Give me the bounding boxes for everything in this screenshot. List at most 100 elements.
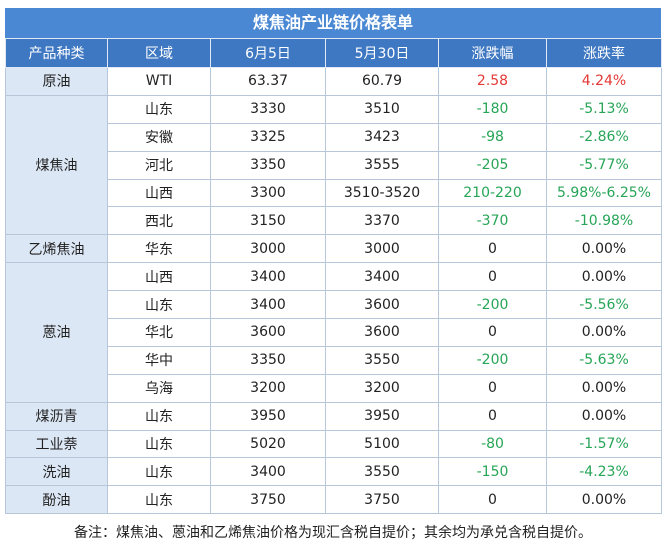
cell: 华中 xyxy=(107,345,211,375)
cell: 华北 xyxy=(107,318,211,347)
cell: -2.86% xyxy=(546,122,662,152)
cell: 山东 xyxy=(107,457,211,487)
cell: 3950 xyxy=(210,401,326,431)
cell: 华东 xyxy=(107,234,211,264)
cell: 安徽 xyxy=(107,122,211,152)
footnote: 备注：煤焦油、蒽油和乙烯焦油价格为现汇含税自提价；其余均为承兑含税自提价。 xyxy=(74,525,592,541)
cell: 西北 xyxy=(107,206,211,236)
cell: 3325 xyxy=(210,122,326,152)
cell: 5.98%-6.25% xyxy=(546,178,662,208)
cell: 3600 xyxy=(210,318,326,347)
price-table: 产品种类 区域 6月5日 5月30日 涨跌幅 涨跌率 原油 WTI 63.37 60.79 2.5… xyxy=(5,38,662,515)
cell: 0 xyxy=(438,234,547,264)
cell: 山东 xyxy=(107,429,211,459)
cell: 0 xyxy=(438,262,547,292)
cell: 3200 xyxy=(325,373,439,403)
cell: 山东 xyxy=(107,94,211,124)
cell: 3423 xyxy=(325,122,439,152)
cell: 0 xyxy=(438,318,547,347)
row: 煤沥青 山东 3950 3950 0 0.00% xyxy=(5,401,662,431)
row: 蒽油 山西 3400 3400 0 0.00% xyxy=(5,262,662,403)
cell: 3400 xyxy=(325,262,439,292)
column-header: 涨跌率 xyxy=(546,38,662,68)
cell: 山西 xyxy=(107,262,211,292)
cell: -80 xyxy=(438,429,547,459)
cell: 210-220 xyxy=(438,178,547,208)
cell: 3150 xyxy=(210,206,326,236)
cell: 5100 xyxy=(325,429,439,459)
cell: 3600 xyxy=(325,290,439,320)
cell: 山东 xyxy=(107,401,211,431)
cell: 0 xyxy=(438,373,547,403)
row: 酚油 山东 3750 3750 0 0.00% xyxy=(5,485,662,515)
cell: 5020 xyxy=(210,429,326,459)
row: 山西 3300 3510-3520 210-220 5.98%-6.25% xyxy=(6,178,662,208)
cell: 3750 xyxy=(210,485,326,515)
cell: 3370 xyxy=(325,206,439,236)
row: 乙烯焦油 华东 3000 3000 0 0.00% xyxy=(5,234,662,264)
category-cell: 原油 xyxy=(5,67,108,96)
category-cell: 蒽油 xyxy=(5,262,108,403)
cell: 0.00% xyxy=(546,262,662,292)
cell: 3400 xyxy=(210,262,326,292)
cell: 0.00% xyxy=(546,318,662,347)
cell: 0.00% xyxy=(546,485,662,515)
cell: 4.24% xyxy=(546,67,662,96)
cell: 63.37 xyxy=(210,67,326,96)
category-cell: 煤沥青 xyxy=(5,401,108,431)
cell: 3600 xyxy=(325,318,439,347)
row: 西北 3150 3370 -370 -10.98% xyxy=(6,206,662,236)
column-header: 6月5日 xyxy=(210,38,326,68)
column-header: 产品种类 xyxy=(5,38,108,68)
category-cell: 煤焦油 xyxy=(5,94,108,236)
row: 华北 3600 3600 0 0.00% xyxy=(6,318,662,347)
cell: 山西 xyxy=(107,178,211,208)
cell: -10.98% xyxy=(546,206,662,236)
cell: -370 xyxy=(438,206,547,236)
cell: -200 xyxy=(438,290,547,320)
row: 工业萘 山东 5020 5100 -80 -1.57% xyxy=(5,429,662,459)
cell: 3350 xyxy=(210,150,326,180)
column-header: 涨跌幅 xyxy=(438,38,547,68)
cell: 60.79 xyxy=(325,67,439,96)
cell: 山东 xyxy=(107,290,211,320)
cell: 3000 xyxy=(325,234,439,264)
cell: WTI xyxy=(107,67,211,96)
sheet: 煤焦油产业链价格表单 产品种类 区域 6月5日 5月30日 涨跌幅 涨跌率 原油 WTI 63… xyxy=(5,8,662,541)
cell: -150 xyxy=(438,457,547,487)
cell: 0.00% xyxy=(546,234,662,264)
cell: 山东 xyxy=(107,485,211,515)
cell: 乌海 xyxy=(107,373,211,403)
cell: 3750 xyxy=(325,485,439,515)
cell: 2.58 xyxy=(438,67,547,96)
cell: -4.23% xyxy=(546,457,662,487)
cell: 3400 xyxy=(210,457,326,487)
cell: -1.57% xyxy=(546,429,662,459)
cell: 河北 xyxy=(107,150,211,180)
cell: 3330 xyxy=(210,94,326,124)
cell: -205 xyxy=(438,150,547,180)
category-cell: 洗油 xyxy=(5,457,108,487)
column-header: 区域 xyxy=(107,38,211,68)
category-cell: 乙烯焦油 xyxy=(5,234,108,264)
cell: -200 xyxy=(438,345,547,375)
category-cell: 工业萘 xyxy=(5,429,108,459)
column-header: 5月30日 xyxy=(325,38,439,68)
cell: 0 xyxy=(438,401,547,431)
cell: 3550 xyxy=(325,457,439,487)
row: 河北 3350 3555 -205 -5.77% xyxy=(6,150,662,180)
cell: 3300 xyxy=(210,178,326,208)
cell: 3510-3520 xyxy=(325,178,439,208)
title: 煤焦油产业链价格表单 xyxy=(5,8,661,38)
cell: 3350 xyxy=(210,345,326,375)
cell: -180 xyxy=(438,94,547,124)
row: 洗油 山东 3400 3550 -150 -4.23% xyxy=(5,457,662,487)
cell: 3400 xyxy=(210,290,326,320)
cell: 3200 xyxy=(210,373,326,403)
row: 安徽 3325 3423 -98 -2.86% xyxy=(6,122,662,152)
cell: 0.00% xyxy=(546,401,662,431)
cell: 0.00% xyxy=(546,373,662,403)
row: 乌海 3200 3200 0 0.00% xyxy=(6,373,662,403)
cell: -5.56% xyxy=(546,290,662,320)
